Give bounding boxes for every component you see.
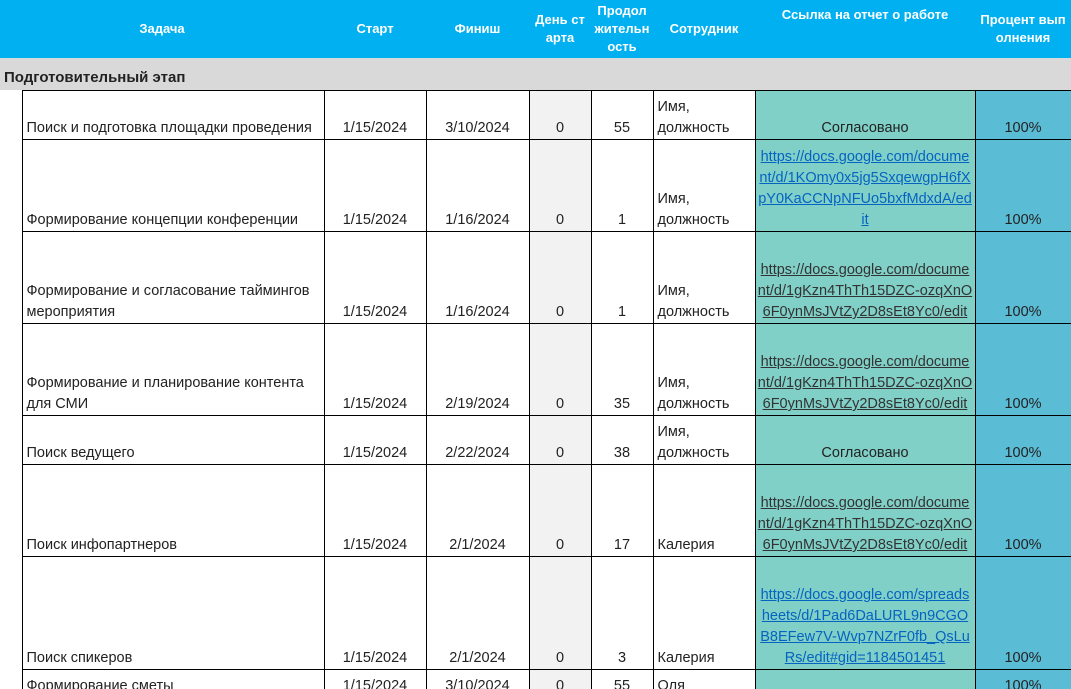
row-spacer — [0, 90, 23, 140]
finish-date: 3/10/2024 — [425, 90, 530, 140]
duration: 55 — [590, 90, 654, 140]
report-link[interactable]: https://docs.google.com/document/d/1gKzn… — [757, 262, 973, 320]
row-spacer — [0, 669, 23, 689]
row-spacer — [0, 323, 23, 416]
row-spacer — [0, 556, 23, 670]
start-date: 1/15/2024 — [323, 415, 427, 465]
link-cell: https://docs.google.com/spreadsheets/d/1… — [754, 556, 976, 670]
task: Формирование сметы — [21, 669, 325, 689]
duration: 3 — [590, 556, 654, 670]
report-link[interactable]: https://docs.google.com/document/d/1gKzn… — [757, 495, 973, 553]
data-row: Формирование и согласование таймингов ме… — [0, 231, 1071, 324]
start-day: 0 — [528, 231, 592, 324]
finish-date: 2/19/2024 — [425, 323, 530, 416]
link-cell: https://docs.google.com/document/d/1KOmy… — [754, 139, 976, 232]
start-date: 1/15/2024 — [323, 139, 427, 232]
report-link[interactable]: https://docs.google.com/document/d/1gKzn… — [757, 354, 973, 412]
start-day: 0 — [528, 139, 592, 232]
start-date: 1/15/2024 — [323, 90, 427, 140]
row-spacer — [0, 231, 23, 324]
data-row: Формирование сметы 1/15/2024 3/10/2024 0 55 О… — [0, 669, 1071, 689]
percent-done: 100% — [974, 556, 1071, 670]
start-day: 0 — [528, 464, 592, 557]
data-row: Поиск ведущего 1/15/2024 2/22/2024 0 38 Имя, … — [0, 415, 1071, 465]
report-link — [754, 669, 976, 689]
start-day: 0 — [528, 90, 592, 140]
task: Формирование концепции конференции — [21, 139, 325, 232]
start-date: 1/15/2024 — [323, 556, 427, 670]
finish-date: 1/16/2024 — [425, 139, 530, 232]
row-spacer — [0, 139, 23, 232]
duration: 1 — [590, 231, 654, 324]
employee: Калерия — [652, 556, 756, 670]
duration: 17 — [590, 464, 654, 557]
duration: 38 — [590, 415, 654, 465]
employee: Имя, должность — [652, 139, 756, 232]
employee: Оля — [652, 669, 756, 689]
report-link[interactable]: https://docs.google.com/document/d/1KOmy… — [758, 149, 972, 228]
link-cell: https://docs.google.com/document/d/1gKzn… — [754, 231, 976, 324]
employee: Калерия — [652, 464, 756, 557]
row-spacer — [0, 464, 23, 557]
column-header: Задача — [0, 0, 324, 58]
percent-done: 100% — [974, 669, 1071, 689]
finish-date: 2/22/2024 — [425, 415, 530, 465]
task: Поиск и подготовка площадки проведения — [21, 90, 325, 140]
section-row: Подготовительный этап — [0, 58, 1071, 91]
start-date: 1/15/2024 — [323, 231, 427, 324]
column-header: Процент выполнения — [975, 0, 1071, 58]
report-link: Согласовано — [754, 415, 976, 465]
row-spacer — [0, 415, 23, 465]
column-header: Старт — [324, 0, 426, 58]
percent-done: 100% — [974, 323, 1071, 416]
start-date: 1/15/2024 — [323, 323, 427, 416]
finish-date: 3/10/2024 — [425, 669, 530, 689]
column-header: Сотрудник — [653, 0, 755, 58]
column-header: Продолжительность — [591, 0, 653, 58]
start-date: 1/15/2024 — [323, 669, 427, 689]
employee: Имя, должность — [652, 90, 756, 140]
data-row: Поиск инфопартнеров 1/15/2024 2/1/2024 0 17 К… — [0, 464, 1071, 557]
percent-done: 100% — [974, 139, 1071, 232]
column-header: Ссылка на отчет о работе — [755, 0, 975, 58]
start-day: 0 — [528, 415, 592, 465]
percent-done: 100% — [974, 231, 1071, 324]
percent-done: 100% — [974, 415, 1071, 465]
percent-done: 100% — [974, 464, 1071, 557]
data-row: Формирование концепции конференции 1/15/2… — [0, 139, 1071, 232]
duration: 55 — [590, 669, 654, 689]
header-row: Задача Старт Финиш День старта Продолжительн… — [0, 0, 1071, 58]
employee: Имя, должность — [652, 323, 756, 416]
finish-date: 2/1/2024 — [425, 464, 530, 557]
task: Поиск ведущего — [21, 415, 325, 465]
percent-done: 100% — [974, 90, 1071, 140]
employee: Имя, должность — [652, 415, 756, 465]
finish-date: 2/1/2024 — [425, 556, 530, 670]
start-day: 0 — [528, 556, 592, 670]
start-day: 0 — [528, 323, 592, 416]
task: Формирование и согласование таймингов ме… — [21, 231, 325, 324]
data-row: Поиск спикеров 1/15/2024 2/1/2024 0 3 Калерия… — [0, 556, 1071, 670]
task: Формирование и планирование контента для… — [21, 323, 325, 416]
duration: 35 — [590, 323, 654, 416]
start-day: 0 — [528, 669, 592, 689]
section-title: Подготовительный этап — [0, 58, 1071, 91]
task: Поиск инфопартнеров — [21, 464, 325, 557]
employee: Имя, должность — [652, 231, 756, 324]
link-cell: https://docs.google.com/document/d/1gKzn… — [754, 323, 976, 416]
link-cell: https://docs.google.com/document/d/1gKzn… — [754, 464, 976, 557]
column-header: День старта — [529, 0, 591, 58]
finish-date: 1/16/2024 — [425, 231, 530, 324]
column-header: Финиш — [426, 0, 529, 58]
duration: 1 — [590, 139, 654, 232]
report-link: Согласовано — [754, 90, 976, 140]
start-date: 1/15/2024 — [323, 464, 427, 557]
data-row: Поиск и подготовка площадки проведения 1/… — [0, 90, 1071, 140]
data-row: Формирование и планирование контента для… — [0, 323, 1071, 416]
task: Поиск спикеров — [21, 556, 325, 670]
report-link[interactable]: https://docs.google.com/spreadsheets/d/1… — [760, 587, 970, 666]
